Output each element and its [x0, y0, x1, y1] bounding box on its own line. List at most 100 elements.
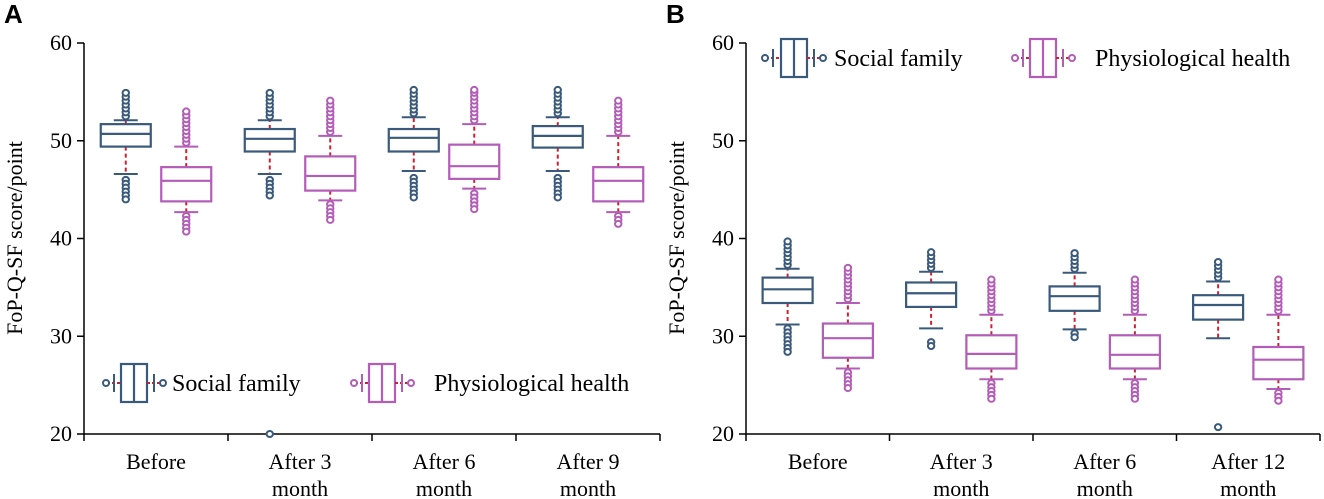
legend-outlier-left — [102, 379, 110, 387]
box-iqr — [905, 281, 958, 309]
outlier-point — [614, 219, 623, 228]
legend-outlier-right — [819, 54, 827, 62]
box-social-family — [905, 248, 958, 351]
outlier-point — [783, 237, 792, 246]
box-social-family — [387, 85, 440, 202]
x-category-label: After 3 — [930, 449, 993, 474]
box-social-family — [1048, 249, 1101, 342]
box-physiological-health — [821, 263, 874, 393]
outlier-point — [1213, 423, 1223, 432]
panel-a: A FoP-Q-SF score/point 20 30 40 50 60 Before A… — [2, 0, 661, 499]
panel-label-b: B — [666, 0, 685, 29]
outlier-point — [1070, 249, 1079, 258]
y-axis-label-a: FoP-Q-SF score/point — [2, 141, 27, 335]
box-iqr — [99, 123, 152, 148]
x-category-label-line2: month — [272, 476, 328, 499]
x-category-label-line2: month — [1077, 476, 1133, 499]
box-iqr — [1108, 334, 1161, 370]
y-axis-label-b: FoP-Q-SF score/point — [664, 141, 689, 335]
legend-item-physiological-health: Physiological health — [350, 362, 629, 404]
x-category-label: Before — [126, 449, 186, 474]
y-tick-label: 40 — [712, 226, 734, 251]
box-physiological-health — [304, 96, 357, 224]
legend-outlier-right — [159, 379, 167, 387]
box-social-family — [99, 88, 152, 204]
box-physiological-health — [592, 96, 645, 228]
panel-b: B FoP-Q-SF score/point 20 30 40 50 60 Before A… — [664, 0, 1321, 499]
y-tick-label: 30 — [50, 323, 72, 348]
box-iqr — [1252, 345, 1305, 381]
box-iqr — [965, 334, 1018, 370]
outlier-point — [553, 193, 562, 202]
x-category-label: After 12 — [1211, 449, 1285, 474]
box-iqr — [304, 155, 357, 192]
outlier-point — [1130, 275, 1140, 284]
y-tick-label: 50 — [712, 128, 734, 153]
legend-item-physiological-health: Physiological health — [1011, 37, 1290, 79]
legend-label: Physiological health — [1095, 46, 1290, 72]
box-physiological-health — [965, 275, 1018, 403]
panel-label-a: A — [4, 0, 23, 29]
box-iqr — [1048, 285, 1101, 312]
y-tick-label: 20 — [50, 421, 72, 446]
x-category-label: After 6 — [1073, 449, 1136, 474]
legend-outlier-right — [1068, 54, 1076, 62]
outlier-point — [121, 195, 130, 204]
x-category-label: After 3 — [269, 449, 332, 474]
legend-outlier-right — [407, 379, 415, 387]
outlier-point — [987, 275, 996, 284]
box-social-family — [761, 237, 814, 356]
outlier-point — [1213, 257, 1223, 266]
outlier-point — [265, 430, 274, 438]
box-iqr — [448, 143, 501, 180]
y-tick-label: 50 — [50, 128, 72, 153]
outlier-point — [783, 347, 792, 356]
legend-outlier-left — [761, 54, 769, 62]
legend-outlier-left — [1011, 54, 1019, 62]
legend-item-social-family: Social family — [102, 362, 301, 404]
outlier-point — [470, 205, 479, 214]
x-category-label: After 6 — [413, 449, 476, 474]
y-tick-label: 60 — [50, 30, 72, 55]
outlier-point — [553, 85, 562, 94]
x-category-label-line2: month — [416, 476, 472, 499]
outlier-point — [265, 191, 274, 200]
legend-label: Physiological health — [434, 371, 629, 397]
outlier-point — [409, 193, 418, 202]
outlier-point — [265, 88, 274, 97]
box-iqr — [1192, 294, 1245, 321]
box-iqr — [387, 127, 440, 153]
outlier-point — [182, 107, 191, 116]
outlier-point — [614, 96, 623, 105]
y-tick-label: 20 — [712, 421, 734, 446]
x-category-label: After 9 — [557, 449, 620, 474]
x-category-label-line2: month — [1220, 476, 1276, 499]
outlier-point — [409, 85, 418, 94]
outlier-point — [326, 215, 335, 224]
x-category-label-line2: month — [933, 476, 989, 499]
box-social-family — [1192, 257, 1245, 432]
outlier-point — [926, 248, 936, 257]
outlier-point — [926, 342, 936, 351]
outlier-point — [182, 227, 191, 236]
outlier-point — [1274, 396, 1283, 405]
y-tick-label: 30 — [712, 323, 734, 348]
outlier-point — [1070, 333, 1079, 342]
legend-label: Social family — [834, 46, 963, 72]
legend-item-social-family: Social family — [761, 37, 963, 79]
outlier-point — [987, 394, 996, 403]
box-physiological-health — [448, 85, 501, 214]
box-iqr — [160, 166, 213, 203]
legend-label: Social family — [172, 371, 301, 397]
outlier-point — [1274, 275, 1283, 284]
outlier-point — [843, 263, 853, 272]
box-iqr — [821, 322, 874, 359]
outlier-point — [326, 96, 335, 105]
box-social-family — [243, 88, 296, 438]
legend-outlier-left — [350, 379, 358, 387]
x-category-label-line2: month — [560, 476, 616, 499]
outlier-point — [1130, 394, 1140, 403]
y-tick-label: 60 — [712, 30, 734, 55]
outlier-point — [121, 88, 130, 97]
